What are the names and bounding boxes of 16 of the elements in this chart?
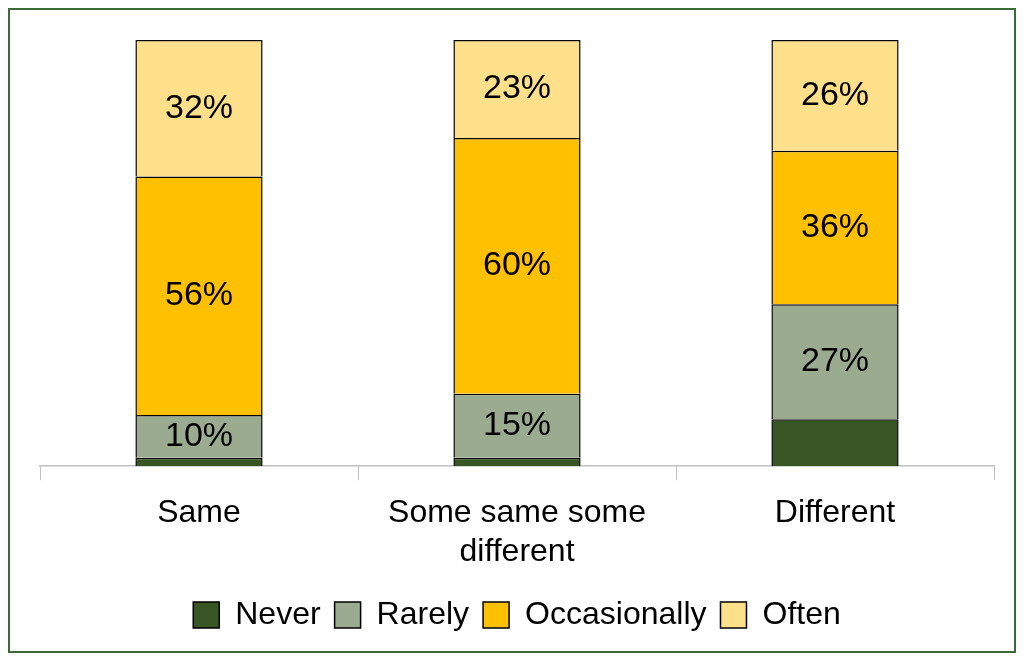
legend-label: Occasionally: [525, 594, 707, 631]
data-label: 36%: [800, 205, 870, 244]
data-label: 15%: [482, 404, 552, 443]
data-label: 60%: [482, 244, 552, 283]
data-label: 10%: [164, 414, 234, 453]
data-label: 23%: [482, 67, 552, 106]
x-tick-label: Different: [774, 493, 896, 530]
data-label: 56%: [164, 274, 234, 313]
data-label: 32%: [164, 86, 234, 125]
legend-label: Never: [235, 594, 321, 631]
x-tick-label: Same: [157, 493, 241, 530]
legend-label: Often: [762, 594, 841, 631]
x-tick-label: Some same some different: [388, 493, 646, 568]
data-label: 26%: [800, 73, 870, 112]
data-label: 27%: [800, 340, 870, 379]
legend-label: Rarely: [376, 594, 470, 631]
